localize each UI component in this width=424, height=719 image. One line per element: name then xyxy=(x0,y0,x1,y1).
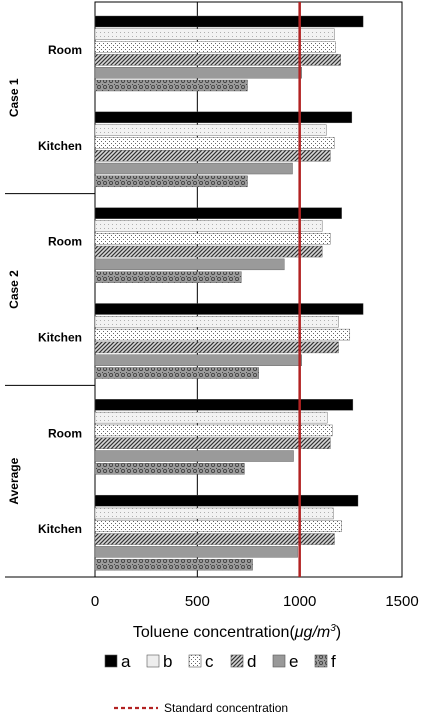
bar-b-4 xyxy=(94,411,328,424)
legend-label-c: c xyxy=(205,652,214,671)
bar-e-3 xyxy=(94,354,302,366)
plot-area xyxy=(94,1,403,578)
bar-d-5 xyxy=(94,533,335,545)
x-tick-label: 0 xyxy=(91,593,99,610)
legend-swatch-a xyxy=(104,654,118,668)
plot-frame xyxy=(94,1,403,578)
bar-c-2 xyxy=(94,233,331,245)
bar-d-2 xyxy=(94,245,323,258)
x-axis-title-unit: g/m xyxy=(304,624,331,641)
legend-swatch-e xyxy=(272,654,286,668)
category-label: Room xyxy=(48,43,82,57)
bar-a-2 xyxy=(94,207,342,219)
legend: a b c d e f Standard concentration xyxy=(104,652,336,715)
legend-swatch-b xyxy=(146,654,160,668)
bar-c-4 xyxy=(94,424,333,437)
bar-f-3 xyxy=(94,367,259,379)
category-label: Kitchen xyxy=(38,522,82,536)
bar-b-2 xyxy=(94,220,323,232)
bar-e-1 xyxy=(94,162,293,175)
bar-b-3 xyxy=(94,316,339,328)
legend-standard-label: Standard concentration xyxy=(164,701,288,715)
bar-f-0 xyxy=(94,79,248,92)
bar-e-0 xyxy=(94,66,302,79)
bar-f-4 xyxy=(94,463,245,475)
bar-e-4 xyxy=(94,450,294,462)
bar-f-1 xyxy=(94,175,248,188)
legend-label-f: f xyxy=(331,652,336,671)
bar-b-0 xyxy=(94,28,335,40)
category-label: Room xyxy=(48,426,82,440)
x-axis-title-prefix: Toluene concentration( xyxy=(133,624,296,641)
category-label: Kitchen xyxy=(38,330,82,344)
legend-label-a: a xyxy=(121,652,131,671)
bar-d-3 xyxy=(94,341,339,354)
x-tick-label: 1000 xyxy=(283,593,316,610)
bar-c-5 xyxy=(94,520,342,532)
bar-e-5 xyxy=(94,546,298,558)
bar-e-2 xyxy=(94,258,285,271)
bar-b-1 xyxy=(94,124,327,136)
x-axis-title: Toluene concentration(μg/m3) xyxy=(133,623,341,641)
group-label: Case 2 xyxy=(7,270,21,309)
bar-f-5 xyxy=(94,558,253,571)
bar-a-3 xyxy=(94,303,364,315)
bar-a-1 xyxy=(94,111,353,124)
bar-d-1 xyxy=(94,150,331,162)
bar-c-3 xyxy=(94,328,351,341)
bar-b-5 xyxy=(94,507,334,520)
category-labels: Room Kitchen Room Kitchen Room Kitchen Case 1 C… xyxy=(5,43,95,578)
x-axis: 0 500 1000 1500 xyxy=(91,593,419,610)
bar-c-1 xyxy=(94,137,335,149)
bar-d-4 xyxy=(94,437,331,449)
legend-swatch-c xyxy=(188,654,202,668)
x-tick-label: 500 xyxy=(185,593,210,610)
category-label: Room xyxy=(48,235,82,249)
bar-a-5 xyxy=(94,494,359,507)
group-label: Case 1 xyxy=(7,78,21,117)
legend-label-e: e xyxy=(289,652,298,671)
legend-label-b: b xyxy=(163,652,172,671)
x-axis-title-superscript: 3 xyxy=(330,623,336,634)
x-tick-label: 1500 xyxy=(385,593,418,610)
group-label: Average xyxy=(7,457,21,504)
x-axis-title-suffix: ) xyxy=(336,624,341,641)
category-label: Kitchen xyxy=(38,139,82,153)
legend-swatch-f xyxy=(314,654,328,668)
legend-label-d: d xyxy=(247,652,256,671)
bar-c-0 xyxy=(94,41,336,53)
bar-f-2 xyxy=(94,271,242,283)
legend-swatch-d xyxy=(230,654,244,668)
x-axis-title-mu: μ xyxy=(294,624,304,641)
bar-d-0 xyxy=(94,54,341,66)
bar-a-0 xyxy=(94,15,364,28)
bar-a-4 xyxy=(94,399,354,411)
